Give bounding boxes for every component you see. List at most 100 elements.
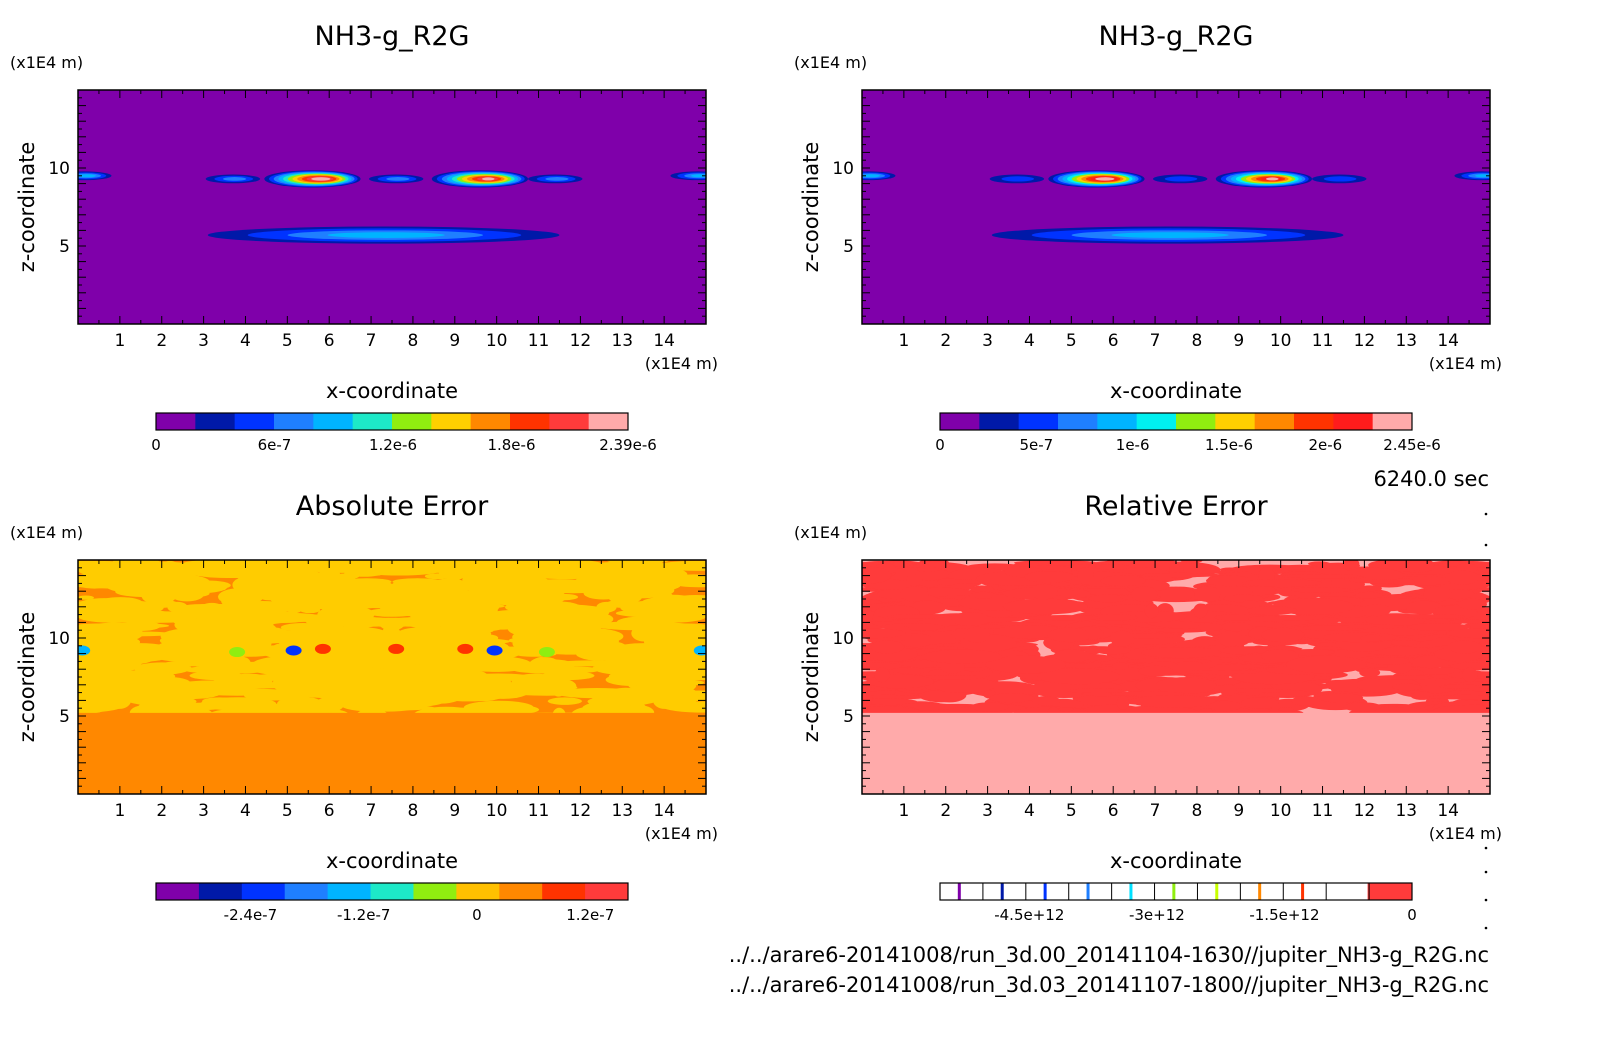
error-patch — [511, 673, 559, 690]
error-patch — [383, 617, 445, 627]
colorbar-swatch — [1097, 413, 1138, 430]
error-patch — [360, 568, 438, 576]
error-patch — [112, 647, 157, 665]
colorbar-swatch — [1136, 413, 1177, 430]
error-patch — [1077, 567, 1094, 585]
y-unit-label: (x1E4 m) — [10, 53, 83, 72]
x-unit-label: (x1E4 m) — [645, 354, 718, 373]
colorbar-frame — [155, 882, 629, 901]
error-patch — [109, 682, 157, 701]
colorbar-tick-label: 1.5e-6 — [1205, 436, 1253, 454]
error-patch — [166, 643, 231, 648]
x-tick-label: 6 — [324, 331, 335, 351]
y-tick-label: 10 — [48, 629, 70, 649]
x-axis-label: x-coordinate — [1110, 849, 1242, 873]
y-axis-ticks: 5 10 — [832, 559, 1490, 795]
error-pattern — [78, 560, 706, 794]
contour-level — [386, 177, 410, 181]
error-patch — [1407, 623, 1472, 631]
error-patch — [1047, 627, 1091, 643]
error-patch — [504, 595, 537, 600]
error-patch — [674, 581, 706, 588]
margin-dot — [1484, 846, 1488, 850]
error-patch — [1343, 702, 1382, 712]
x-tick-label: 8 — [408, 331, 419, 351]
error-patch — [520, 588, 567, 606]
error-patch — [553, 643, 618, 648]
x-tick-label: 3 — [982, 801, 993, 821]
error-patch — [870, 640, 905, 654]
error-patch — [160, 628, 226, 645]
error-patch — [1058, 707, 1074, 712]
error-patch — [1362, 604, 1391, 617]
error-patch — [1240, 697, 1279, 709]
error-patch — [919, 690, 963, 703]
error-patch — [1317, 693, 1364, 703]
colorbar-separator — [1172, 883, 1176, 900]
colorbar-swatch — [156, 413, 196, 430]
error-patch — [138, 702, 155, 715]
error-patch — [587, 696, 643, 707]
y-tick-label: 5 — [59, 707, 70, 727]
error-patch — [1260, 649, 1299, 663]
error-patch — [1221, 646, 1258, 655]
colorbar-swatch — [1018, 413, 1059, 430]
x-tick-label: 4 — [240, 801, 251, 821]
colorbar-tick-label: -1.5e+12 — [1249, 906, 1319, 924]
concentration-feature — [1152, 174, 1208, 184]
contour-level — [1001, 176, 1035, 182]
x-tick-label: 13 — [1395, 801, 1417, 821]
error-patch — [1181, 670, 1262, 675]
error-patch — [932, 677, 997, 693]
error-hotspot — [388, 643, 405, 654]
error-patch — [1066, 688, 1130, 694]
x-tick-label: 2 — [156, 801, 167, 821]
error-patch — [221, 624, 256, 630]
x-tick-label: 6 — [1108, 331, 1119, 351]
error-patch — [595, 621, 676, 631]
concentration-feature — [670, 171, 706, 181]
error-hotspot — [538, 647, 555, 658]
error-patch — [1368, 675, 1434, 680]
error-patch — [1278, 707, 1294, 712]
error-patch — [533, 657, 549, 670]
error-patch — [663, 701, 706, 713]
error-patch — [627, 647, 672, 665]
error-patch — [985, 655, 1067, 674]
colorbar-separator — [1086, 883, 1090, 900]
error-patch — [304, 560, 388, 565]
colorbar-swatch — [198, 883, 243, 900]
colorbar-swatch — [940, 413, 980, 430]
colorbar-swatch — [1068, 883, 1113, 900]
error-patch — [112, 617, 189, 624]
concentration-feature — [991, 226, 1344, 244]
margin-dot — [1484, 926, 1488, 930]
error-patch — [1219, 684, 1237, 697]
error-patch — [417, 665, 444, 673]
error-patch — [1449, 662, 1490, 671]
error-patch — [284, 597, 305, 614]
colorbar-swatch — [585, 883, 629, 900]
contour-level — [482, 177, 495, 181]
error-patch — [1218, 630, 1242, 647]
error-pattern — [862, 560, 1490, 794]
x-tick-label: 8 — [1192, 331, 1203, 351]
x-tick-label: 11 — [1312, 801, 1334, 821]
error-patch — [1110, 630, 1134, 647]
colorbar-swatch — [1333, 413, 1374, 430]
x-tick-label: 10 — [486, 331, 508, 351]
error-patch — [1392, 683, 1422, 691]
error-hotspot — [693, 645, 706, 656]
error-patch — [643, 610, 706, 623]
x-tick-label: 11 — [528, 801, 550, 821]
x-tick-label: 1 — [898, 801, 909, 821]
colorbar-swatch — [1154, 883, 1198, 900]
contour-level — [315, 177, 328, 181]
x-tick-label: 6 — [324, 801, 335, 821]
error-patch — [1285, 655, 1367, 674]
colorbar-swatch — [1215, 413, 1256, 430]
error-patch — [78, 581, 110, 588]
x-tick-label: 10 — [1270, 801, 1292, 821]
error-patch — [211, 706, 275, 711]
error-patch — [259, 595, 288, 601]
